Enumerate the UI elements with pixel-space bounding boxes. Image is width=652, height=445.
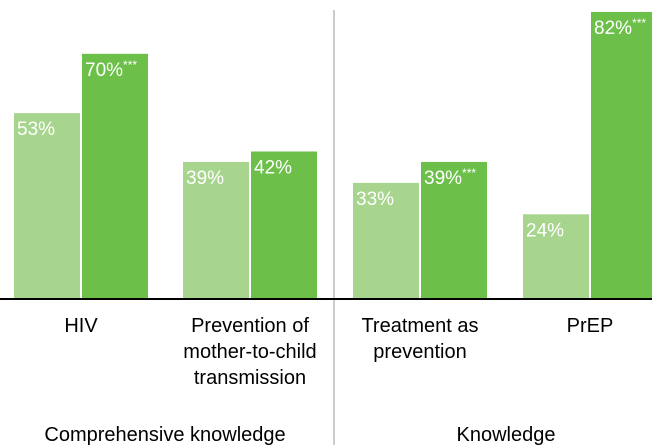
group-label: Comprehensive knowledge [44,424,285,445]
bar-3-0 [523,214,589,298]
category-label: prevention [373,341,466,363]
group-label: Knowledge [457,424,556,445]
bar-1-1 [251,151,317,298]
category-label: PrEP [567,315,614,337]
category-label: transmission [194,367,306,389]
significance-marker: *** [123,58,137,72]
bar-value-label: 24% [526,220,564,241]
bar-value-label: 70%*** [85,58,137,81]
bar-2-1 [421,161,487,298]
bars-layer [14,11,652,299]
bar-value-label: 42% [254,157,292,178]
category-label: Treatment as [361,315,478,337]
bar-value-label: 39% [186,168,224,189]
bar-value-label: 53% [17,119,55,140]
labels-layer: 53% 70%*** HIV 39% 42% Prevention of mother-to… [17,16,646,445]
significance-marker: *** [462,166,476,180]
bar-1-0 [183,161,249,298]
bar-0-0 [14,113,80,299]
bar-3-1 [591,11,652,298]
category-label: Prevention of [191,315,309,337]
bar-value-label: 39%*** [424,166,476,189]
bar-0-1 [82,53,148,299]
bar-2-0 [353,182,419,298]
category-label: mother-to-child [183,341,316,363]
category-label: HIV [64,315,98,337]
bar-value-label: 82%*** [594,16,646,39]
significance-marker: *** [632,16,646,30]
bar-value-label: 33% [356,189,394,210]
